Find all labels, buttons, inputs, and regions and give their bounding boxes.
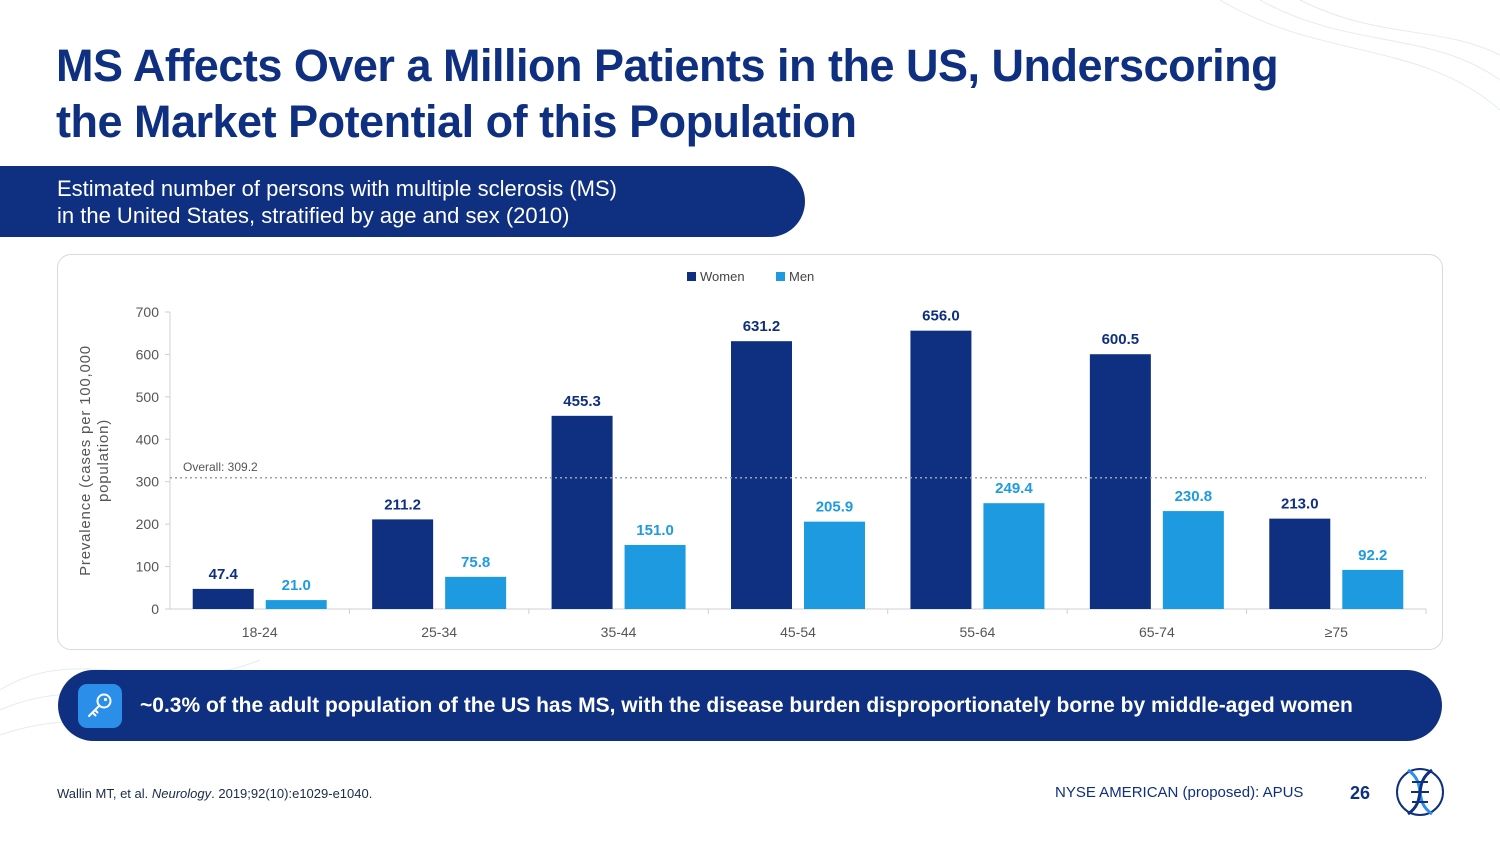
key-badge [78, 684, 122, 728]
data-label-women: 656.0 [922, 308, 960, 325]
chart-card: Women Men 0 100 200 300 400 500 600 700 Prevalence… [57, 254, 1443, 650]
bar-men-5 [1162, 511, 1224, 609]
citation: Wallin MT, et al. Neurology. 2019;92(10)… [57, 786, 372, 802]
x-tick-label: 35-44 [601, 624, 637, 640]
bar-men-2 [624, 544, 686, 609]
bar-women-5 [1089, 354, 1151, 609]
data-label-men: 249.4 [995, 480, 1033, 497]
legend-label-women: Women [700, 269, 745, 284]
y-tick-label: 600 [136, 346, 160, 362]
key-icon [88, 693, 112, 717]
x-tick-label: 18-24 [242, 624, 278, 640]
prevalence-bar-chart: Women Men 0 100 200 300 400 500 600 700 Prevalence… [77, 269, 1427, 640]
page-number: 26 [1350, 783, 1371, 803]
key-takeaway-banner: ~0.3% of the adult population of the US … [58, 670, 1442, 741]
y-tick-label: 700 [136, 304, 160, 320]
y-tick-label: 400 [136, 431, 160, 447]
data-label-women: 213.0 [1281, 496, 1319, 513]
x-tick-label: 25-34 [421, 624, 457, 640]
bar-women-1 [372, 519, 434, 609]
bar-women-6 [1269, 518, 1331, 609]
chart-subtitle: Estimated number of persons with multipl… [57, 175, 617, 229]
bar-men-6 [1342, 569, 1404, 609]
bar-men-3 [804, 521, 865, 609]
data-label-men: 75.8 [461, 554, 490, 571]
y-axis-title-line-2: population) [95, 419, 112, 502]
y-axis-title-line-1: Prevalence (cases per 100,000 [77, 345, 94, 576]
y-tick-label: 0 [151, 601, 159, 617]
legend-label-men: Men [789, 269, 814, 284]
x-tick-label: ≥75 [1325, 624, 1348, 640]
x-tick-label: 65-74 [1139, 624, 1175, 640]
page-title: MS Affects Over a Million Patients in th… [56, 38, 1436, 150]
bar-women-0 [192, 588, 254, 609]
overall-reference-label: Overall: 309.2 [183, 460, 258, 474]
bar-women-3 [731, 341, 792, 609]
page-title-line-2: the Market Potential of this Population [56, 96, 857, 147]
data-label-women: 211.2 [384, 496, 421, 513]
chart-subtitle-line-1: Estimated number of persons with multipl… [57, 176, 617, 201]
chart-subtitle-line-2: in the United States, stratified by age … [57, 203, 570, 228]
y-tick-label: 100 [136, 559, 160, 575]
page-title-line-1: MS Affects Over a Million Patients in th… [56, 40, 1279, 91]
citation-authors: Wallin MT, et al. [57, 786, 152, 801]
dna-helix-logo-icon [1396, 768, 1444, 816]
y-tick-label: 500 [136, 389, 160, 405]
bar-women-4 [910, 330, 972, 609]
data-label-men: 230.8 [1175, 488, 1213, 505]
key-takeaway-text: ~0.3% of the adult population of the US … [140, 694, 1353, 717]
citation-details: . 2019;92(10):e1029-e1040. [211, 786, 373, 801]
data-label-women: 455.3 [563, 393, 601, 410]
bar-women-2 [551, 415, 613, 609]
x-tick-label: 45-54 [780, 624, 816, 640]
data-label-women: 47.4 [209, 566, 239, 583]
data-label-women: 631.2 [743, 318, 781, 335]
legend-swatch-women [687, 272, 696, 281]
data-label-women: 600.5 [1102, 331, 1140, 348]
bar-men-0 [265, 600, 327, 609]
data-label-men: 92.2 [1358, 547, 1387, 564]
stock-ticker: NYSE AMERICAN (proposed): APUS [1055, 784, 1304, 801]
citation-journal: Neurology [151, 786, 212, 801]
bar-men-1 [445, 576, 507, 609]
bar-men-4 [983, 503, 1045, 609]
data-label-men: 21.0 [282, 577, 311, 594]
y-tick-label: 200 [136, 516, 160, 532]
legend-swatch-men [776, 272, 785, 281]
y-tick-label: 300 [136, 474, 160, 490]
data-label-men: 205.9 [816, 499, 854, 516]
data-label-men: 151.0 [636, 522, 674, 539]
y-axis-title: Prevalence (cases per 100,000population) [77, 345, 112, 576]
subtitle-banner: Estimated number of persons with multipl… [0, 166, 805, 237]
x-tick-label: 55-64 [960, 624, 996, 640]
